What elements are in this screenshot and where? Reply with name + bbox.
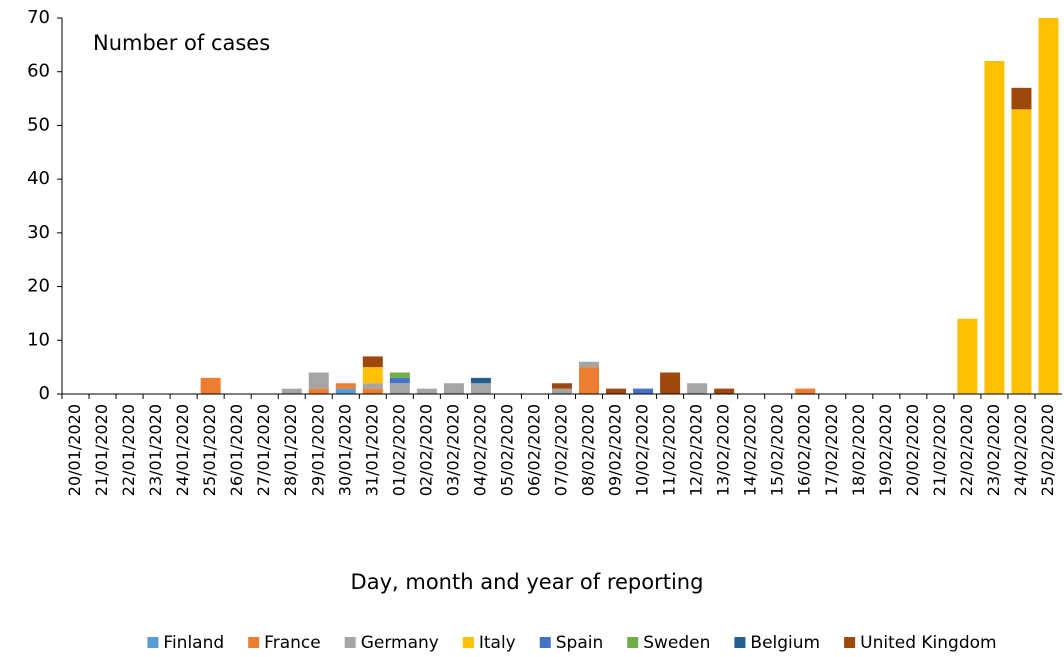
legend-swatch <box>248 637 260 648</box>
y-tick-label: 0 <box>39 383 50 404</box>
bar-segment <box>470 383 491 394</box>
bar-segment <box>335 388 356 394</box>
legend-label: Belgium <box>750 633 820 653</box>
bar-segment <box>443 383 464 394</box>
bar-segment <box>714 388 735 394</box>
bar-segment <box>308 388 329 394</box>
bar-segment <box>984 60 1005 394</box>
legend-swatch <box>147 637 159 648</box>
y-tick-label: 70 <box>27 7 50 28</box>
bar-segment <box>579 361 600 368</box>
bar-segment <box>389 377 410 384</box>
bar-segment <box>1011 109 1032 395</box>
bar-segment <box>579 367 600 394</box>
x-tick-label: 02/02/2020 <box>416 404 435 496</box>
legend-label: Italy <box>479 633 516 653</box>
x-tick-label: 06/02/2020 <box>524 404 543 496</box>
x-tick-label: 09/02/2020 <box>606 404 625 496</box>
bar-segment <box>606 388 627 394</box>
bar-segment <box>957 318 978 394</box>
x-tick-label: 22/01/2020 <box>119 404 138 496</box>
legend-swatch <box>627 637 639 648</box>
x-tick-label: 24/02/2020 <box>1011 404 1030 496</box>
x-tick-label: 15/02/2020 <box>768 404 787 496</box>
x-tick-label: 23/01/2020 <box>146 404 165 496</box>
bar-segment <box>281 388 302 394</box>
bar-segment <box>362 388 383 394</box>
x-tick-label: 11/02/2020 <box>660 404 679 496</box>
y-tick-label: 40 <box>27 168 50 189</box>
legend-label: Finland <box>163 633 224 653</box>
x-tick-label: 27/01/2020 <box>254 404 273 496</box>
legend: Finland France Germany Italy Spain Sweden Belg… <box>147 633 997 653</box>
x-tick-label: 31/01/2020 <box>362 404 381 496</box>
bar-segment <box>687 383 708 394</box>
legend-label: Spain <box>556 633 604 653</box>
y-tick-label: 50 <box>27 114 50 135</box>
legend-swatch <box>734 637 746 648</box>
bar-segment <box>1038 18 1059 394</box>
legend-swatch <box>539 637 551 648</box>
bar-segment <box>552 388 572 394</box>
x-tick-label: 29/01/2020 <box>308 404 327 496</box>
x-tick-label: 16/02/2020 <box>795 404 814 496</box>
legend-label: Sweden <box>643 633 710 653</box>
x-tick-label: 10/02/2020 <box>633 404 652 496</box>
x-tick-label: 26/01/2020 <box>227 404 246 496</box>
bar-segment <box>362 356 383 368</box>
bar-segment <box>389 383 410 394</box>
x-tick-label: 21/01/2020 <box>92 404 111 496</box>
x-tick-label: 19/02/2020 <box>876 404 895 496</box>
x-tick-label: 24/01/2020 <box>173 404 192 496</box>
bar-segment <box>362 383 383 389</box>
x-tick-label: 21/02/2020 <box>930 404 949 496</box>
x-tick-label: 18/02/2020 <box>849 404 868 496</box>
x-tick-label: 07/02/2020 <box>552 404 571 496</box>
bar-segment <box>200 377 221 394</box>
x-tick-label: 30/01/2020 <box>335 404 354 496</box>
x-tick-label: 20/01/2020 <box>65 404 84 496</box>
x-tick-label: 12/02/2020 <box>687 404 706 496</box>
x-tick-label: 28/01/2020 <box>281 404 300 496</box>
x-axis-title: Day, month and year of reporting <box>351 570 704 594</box>
bar-segment <box>470 377 491 384</box>
legend-label: France <box>264 633 321 653</box>
legend-label: United Kingdom <box>860 633 996 653</box>
y-tick-label: 20 <box>27 276 50 297</box>
x-tick-label: 05/02/2020 <box>497 404 516 496</box>
x-tick-label: 13/02/2020 <box>714 404 733 496</box>
legend-swatch <box>844 637 856 648</box>
bar-segment <box>795 388 816 394</box>
x-tick-label: 25/02/2020 <box>1038 404 1057 496</box>
y-tick-label: 30 <box>27 222 50 243</box>
x-tick-label: 03/02/2020 <box>443 404 462 496</box>
bar-segment <box>633 388 654 394</box>
legend-label: Germany <box>361 633 439 653</box>
x-tick-label: 17/02/2020 <box>822 404 841 496</box>
x-tick-label: 14/02/2020 <box>741 404 760 496</box>
bar-segment <box>335 383 356 389</box>
bar-segment <box>362 367 383 384</box>
legend-swatch <box>344 637 356 648</box>
bar-segment <box>416 388 437 394</box>
x-tick-label: 25/01/2020 <box>200 404 219 496</box>
annotation: Number of cases <box>93 31 270 55</box>
x-tick-label: 20/02/2020 <box>903 404 922 496</box>
legend-swatch <box>462 637 474 648</box>
bar-segment <box>308 372 329 389</box>
y-tick-label: 60 <box>27 61 50 82</box>
x-tick-label: 04/02/2020 <box>470 404 489 496</box>
bar-segment <box>552 383 572 389</box>
x-tick-label: 23/02/2020 <box>984 404 1003 496</box>
x-tick-label: 22/02/2020 <box>957 404 976 496</box>
bar-segment <box>660 372 681 394</box>
bar-segment <box>1011 87 1032 110</box>
y-tick-label: 10 <box>27 329 50 350</box>
bar-segment <box>389 372 410 378</box>
x-tick-label: 01/02/2020 <box>389 404 408 496</box>
x-tick-label: 08/02/2020 <box>579 404 598 496</box>
